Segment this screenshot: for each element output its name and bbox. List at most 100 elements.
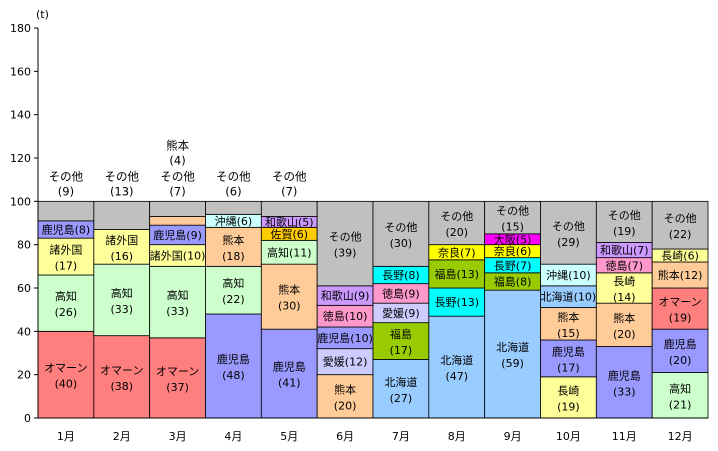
segment-value-label: (30) <box>278 300 301 313</box>
segment-inline-label: 奈良(7) <box>438 245 476 259</box>
bar-segment <box>540 200 597 265</box>
above-value-label: (6) <box>225 184 241 198</box>
segment-inline-label: 鹿児島(8) <box>42 223 91 237</box>
segment-name-label: オマーン <box>44 362 87 375</box>
segment-value-label: (15) <box>557 327 580 340</box>
y-tick-label: 140 <box>10 109 31 122</box>
segment-name-label: オマーン <box>100 364 143 377</box>
segment-value-label: (20) <box>669 354 692 367</box>
segment-inline-label: 諸外国(10) <box>150 249 206 263</box>
segment-name-label: 鹿児島 <box>217 352 250 366</box>
segment-name-label: 高知 <box>167 288 189 302</box>
above-value-label: (7) <box>281 184 297 198</box>
bar-segment <box>651 200 709 250</box>
bar-segment <box>260 263 318 330</box>
segment-name-label: 高知 <box>669 381 691 395</box>
x-tick-label: 12月 <box>668 430 693 443</box>
segment-name-label: 熊本 <box>278 283 300 297</box>
segment-name-label: 北海道 <box>496 340 529 354</box>
segment-value-label: (17) <box>55 260 78 273</box>
bar-segment <box>428 315 486 419</box>
bar-segment <box>37 200 95 222</box>
segment-inline-label: 熊本(12) <box>658 268 703 282</box>
x-tick-label: 11月 <box>612 430 637 443</box>
bar-segment <box>651 372 709 419</box>
segment-name-label: 福島 <box>390 327 412 341</box>
bar-segment <box>93 263 151 337</box>
x-tick-label: 8月 <box>448 430 466 443</box>
above-name-label: その他 <box>49 169 84 183</box>
bar-segment <box>37 274 95 332</box>
bar-segment <box>149 200 206 217</box>
segment-value-label: (20) <box>613 328 636 341</box>
y-axis-unit-label: (t) <box>36 8 49 21</box>
segment-value-label: (21) <box>669 398 692 411</box>
segment-value-label: (33) <box>613 385 636 398</box>
x-tick-label: 7月 <box>392 430 410 443</box>
segment-inline-label: 鹿児島(10) <box>317 331 373 345</box>
segment-value-label: (41) <box>278 377 301 390</box>
bar-segment <box>540 376 597 419</box>
segment-value-label: (39) <box>334 247 357 260</box>
segment-inline-label: 奈良(6) <box>494 244 532 258</box>
segment-inline-label: 高知(11) <box>267 245 312 259</box>
x-tick-label: 9月 <box>504 430 522 443</box>
segment-value-label: (59) <box>501 357 524 370</box>
segment-value-label: (19) <box>557 400 580 413</box>
above-value-label: (13) <box>110 184 134 198</box>
segment-labels: オマーン(40)高知(26)諸外国(17)鹿児島(8)(9)その他オマーン(38… <box>42 138 703 413</box>
segment-name-label: 鹿児島 <box>273 360 306 374</box>
segment-inline-label: 福島(13) <box>434 267 479 281</box>
segment-name-label: 鹿児島 <box>664 337 697 351</box>
segment-inline-label: 鹿児島(9) <box>153 228 202 242</box>
x-tick-label: 3月 <box>169 430 187 443</box>
bar-segment <box>37 330 95 419</box>
y-tick-label: 0 <box>24 412 31 425</box>
segment-value-label: (18) <box>222 250 245 263</box>
segment-inline-label: 佐賀(6) <box>270 227 308 241</box>
segment-name-label: 高知 <box>111 286 133 300</box>
bar-segment <box>595 302 653 347</box>
y-tick-label: 180 <box>10 22 31 35</box>
segment-name-label: 熊本 <box>613 311 635 325</box>
bar-segment <box>372 200 430 267</box>
bar-segment <box>316 374 374 419</box>
above-name-label: その他 <box>216 169 251 183</box>
bar-segment <box>595 346 653 419</box>
segment-name-label: 長崎 <box>613 274 635 288</box>
bar-segment <box>651 328 709 373</box>
segment-name-label: 熊本 <box>334 382 356 396</box>
y-tick-label: 120 <box>10 152 31 165</box>
segment-value-label: (37) <box>166 381 189 394</box>
segment-value-label: (15) <box>501 221 524 234</box>
segment-inline-label: 福島(8) <box>494 275 532 289</box>
x-tick-label: 1月 <box>57 430 75 443</box>
segment-value-label: (20) <box>445 226 468 239</box>
segment-inline-label: 長野(7) <box>494 259 532 272</box>
segment-name-label: その他 <box>440 210 473 223</box>
segment-inline-label: 愛媛(12) <box>323 355 368 369</box>
segment-name-label: 諸外国 <box>105 233 138 247</box>
x-tick-label: 4月 <box>224 430 242 443</box>
segment-value-label: (22) <box>669 228 692 241</box>
y-tick-label: 80 <box>17 239 31 252</box>
x-tick-label: 2月 <box>113 430 131 443</box>
y-axis: 0 20 40 60 80 100 120 140 160 180 <box>10 22 39 425</box>
y-tick-label: 60 <box>17 282 31 295</box>
bar-segment <box>316 200 374 287</box>
bar-segment <box>205 226 262 267</box>
bar-segment <box>93 200 151 230</box>
segment-value-label: (29) <box>557 236 580 249</box>
above-value-label: (7) <box>169 184 185 198</box>
segment-name-label: 鹿児島 <box>552 344 585 358</box>
x-tick-label: 10月 <box>556 430 581 443</box>
segment-name-label: 北海道 <box>440 353 473 367</box>
segment-inline-label: 徳島(7) <box>605 258 643 272</box>
segment-value-label: (48) <box>222 369 245 382</box>
segment-value-label: (33) <box>110 303 133 316</box>
segment-name-label: その他 <box>384 221 417 234</box>
segment-name-label: 諸外国 <box>49 243 82 257</box>
bar-segment <box>260 200 318 217</box>
segment-name-label: 鹿児島 <box>608 368 641 382</box>
segment-value-label: (17) <box>390 344 413 357</box>
